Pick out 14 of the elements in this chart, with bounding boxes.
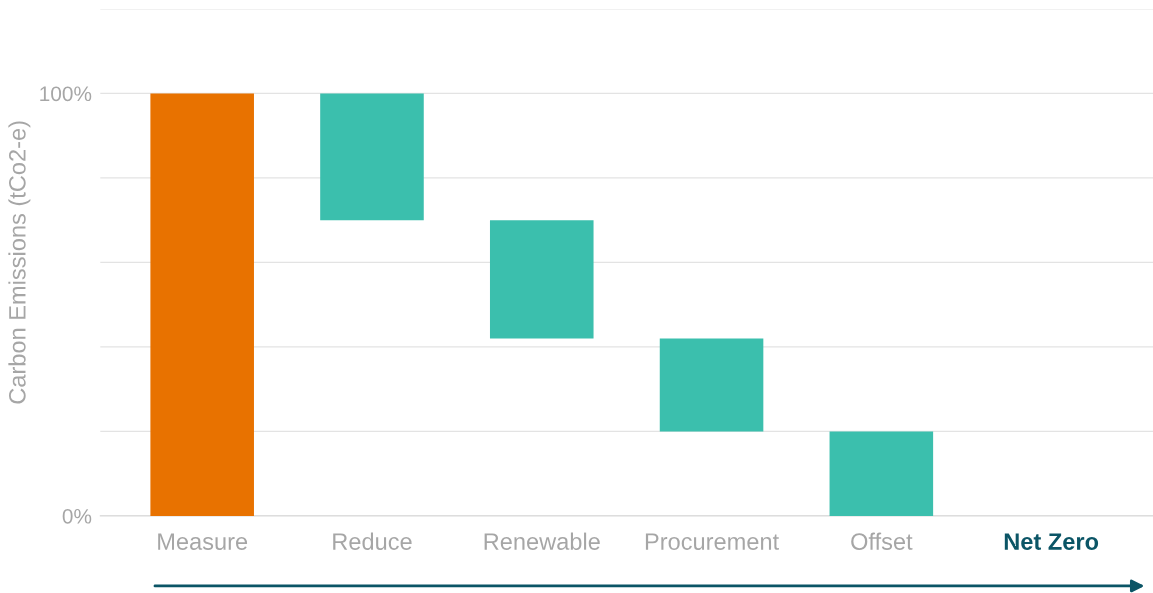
bar (150, 93, 254, 516)
x-tick-label: Procurement (645, 533, 779, 550)
y-tick-label: 0% (62, 508, 92, 524)
x-tick-label: Renewable (484, 532, 600, 550)
bar (489, 220, 594, 339)
bar (659, 338, 764, 432)
bar (829, 431, 934, 516)
y-axis-title: Carbon Emissions (tCo2-e) (8, 121, 31, 404)
x-tick-label: Offset (851, 532, 913, 550)
y-tick-label: 100% (40, 86, 92, 102)
x-tick-label: Net Zero (1004, 533, 1099, 550)
x-tick-label: Reduce (333, 532, 412, 550)
x-tick-label: Measure (158, 533, 248, 550)
bar (320, 93, 424, 221)
